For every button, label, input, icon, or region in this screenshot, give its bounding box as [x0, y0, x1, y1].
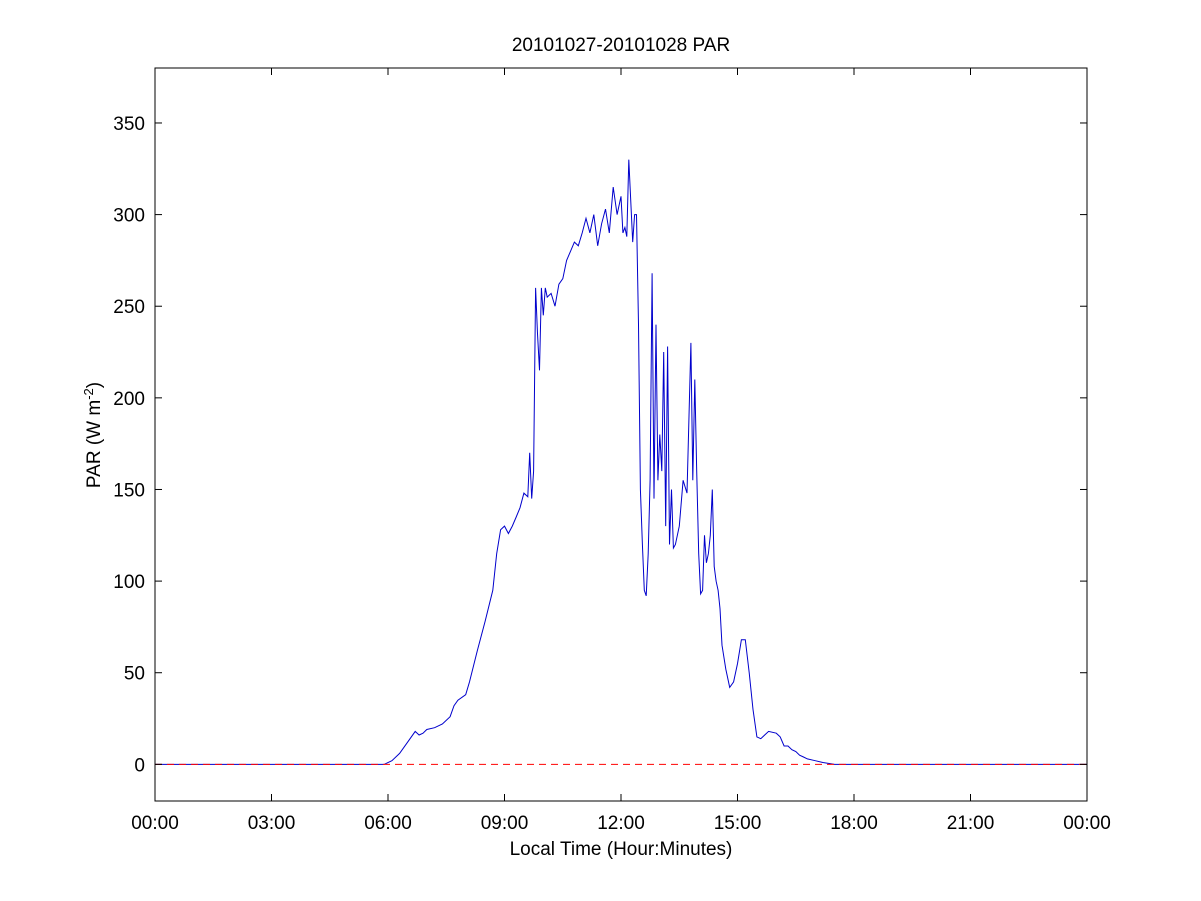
y-tick-label: 100 [113, 572, 145, 593]
x-tick-label: 09:00 [481, 813, 529, 834]
x-tick-label: 00:00 [131, 813, 179, 834]
x-tick-label: 03:00 [248, 813, 296, 834]
y-axis-label-main: PAR (W m [84, 400, 105, 488]
y-tick-label: 350 [113, 114, 145, 135]
x-tick-label: 00:00 [1063, 813, 1111, 834]
y-tick-label: 250 [113, 297, 145, 318]
x-tick-label: 15:00 [714, 813, 762, 834]
y-tick-label: 150 [113, 480, 145, 501]
x-tick-label: 18:00 [830, 813, 878, 834]
series-layer [155, 159, 1087, 765]
y-axis-label: PAR (W m-2) [81, 382, 106, 488]
y-tick-label: 200 [113, 389, 145, 410]
x-tick-label: 06:00 [364, 813, 412, 834]
y-tick-label: 0 [134, 755, 145, 776]
svg-text:PAR (W m-2): PAR (W m-2) [81, 382, 106, 488]
plot-area-frame [154, 67, 1088, 802]
x-tick-label: 21:00 [947, 813, 995, 834]
y-tick-label: 50 [124, 664, 145, 685]
ticks-layer: 00:00 03:00 06:00 09:00 12:00 15:00 18:00 21:00… [113, 68, 1111, 834]
par-series-line [155, 159, 1087, 765]
x-tick-label: 12:00 [597, 813, 645, 834]
y-tick-label: 300 [113, 206, 145, 227]
y-axis-label-close: ) [84, 382, 105, 388]
chart-title: 20101027-20101028 PAR [512, 35, 730, 56]
y-axis-label-superscript: -2 [81, 388, 96, 400]
x-axis-label: Local Time (Hour:Minutes) [510, 839, 733, 860]
